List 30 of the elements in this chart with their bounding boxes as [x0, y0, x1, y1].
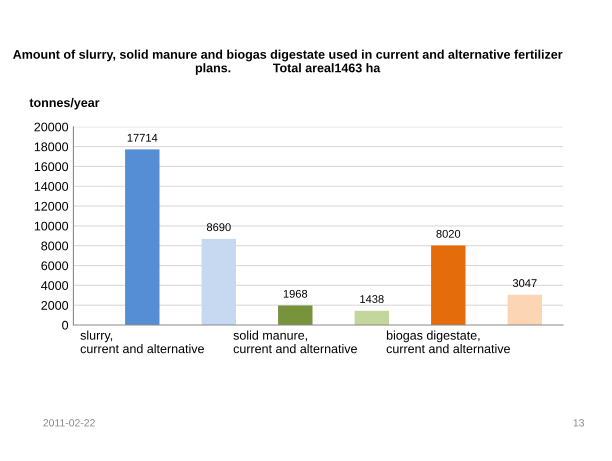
x-tick-label: biogas digestate, current and alternative [386, 330, 510, 354]
y-tick-label: 2000 [41, 300, 68, 310]
y-tick-label: 16000 [34, 162, 68, 172]
y-tick-label: 10000 [34, 222, 68, 231]
bar [278, 306, 312, 326]
data-label: 3047 [512, 279, 537, 288]
y-tick-label: 14000 [34, 182, 68, 191]
text: 13 [574, 419, 584, 427]
data-label: 1968 [284, 290, 308, 298]
y-axis-title: tonnes/year [30, 98, 100, 110]
y-tick-label: 6000 [41, 261, 68, 270]
y-tick-label: 4000 [41, 281, 68, 290]
data-label: 1438 [360, 295, 384, 303]
bar [202, 238, 236, 326]
text: 2011-02-22 [43, 419, 95, 427]
data-label: 8690 [206, 223, 231, 232]
y-tick-label: 8000 [41, 242, 68, 250]
data-label: 8020 [436, 230, 460, 238]
bar [354, 310, 389, 326]
y-tick-label: 12000 [34, 202, 68, 211]
bar [508, 294, 542, 326]
y-tick-label: 18000 [34, 142, 68, 152]
x-tick-label: solid manure, current and alternative [233, 330, 357, 354]
x-tick-label: slurry, current and alternative [80, 330, 204, 354]
bar [125, 149, 160, 326]
chart-title: Amount of slurry, solid manure and biogas digestate used in current and alternative fertilizer plans. Total areal1463 ha [13, 50, 562, 75]
data-label: 17714 [128, 134, 158, 142]
y-tick-label: 0 [62, 320, 68, 330]
y-tick-label: 20000 [34, 122, 68, 132]
bar [431, 246, 466, 326]
